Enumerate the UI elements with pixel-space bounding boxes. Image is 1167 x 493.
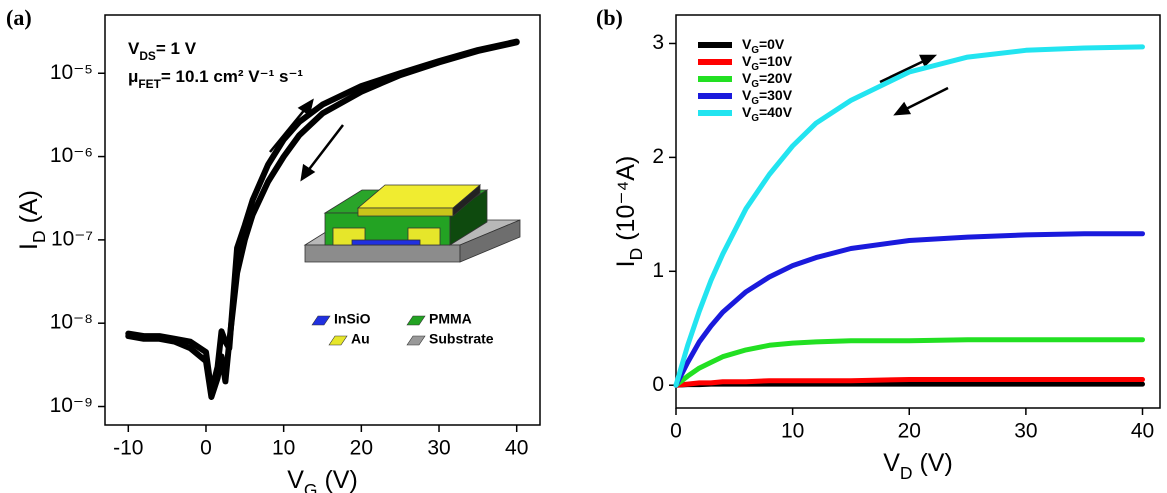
figure: (a) (b) VDS= 1 V μFET= 10.1 cm² V⁻¹ s⁻¹ …: [0, 0, 1167, 493]
y-tick-label: 2: [652, 145, 664, 168]
y-tick-label: 0: [652, 373, 664, 396]
device-inset: [305, 185, 520, 262]
y-tick-label: 10⁻⁵: [50, 61, 93, 84]
panel-label: (a): [6, 5, 32, 30]
x-tick-label: 10: [781, 420, 804, 443]
y-tick-label: 3: [652, 31, 664, 54]
x-tick-label: 30: [427, 437, 450, 460]
annotation: VDS= 1 V: [128, 39, 197, 63]
x-tick-label: 40: [1131, 420, 1154, 443]
x-tick-label: 20: [350, 437, 373, 460]
y-tick-label: 10⁻⁶: [50, 144, 93, 167]
y-tick-label: 10⁻⁹: [50, 394, 93, 417]
inset-legend-label: InSiO: [334, 311, 371, 327]
x-tick-label: -10: [113, 437, 143, 460]
y-tick-label: 10⁻⁸: [50, 311, 93, 334]
x-tick-label: 30: [1014, 420, 1037, 443]
sweep-arrows: [270, 56, 948, 179]
x-axis-label: VG (V): [287, 466, 358, 493]
x-tick-label: 40: [505, 437, 528, 460]
y-tick-label: 10⁻⁷: [51, 227, 93, 250]
inset-legend-label: Substrate: [429, 331, 494, 347]
y-axis-label: ID (A): [15, 190, 49, 250]
panel-label: (b): [596, 5, 623, 30]
x-tick-label: 0: [200, 437, 212, 460]
y-axis-label: ID (10⁻⁴A): [612, 156, 646, 268]
inset-legend-label: PMMA: [429, 311, 472, 327]
x-tick-label: 10: [272, 437, 295, 460]
annotation: μFET= 10.1 cm² V⁻¹ s⁻¹: [128, 67, 303, 91]
x-tick-label: 20: [898, 420, 921, 443]
legend-label: VG=40V: [742, 104, 793, 124]
inset-legend: InSiO PMMA Au Substrate: [312, 311, 494, 347]
x-axis-label: VD (V): [883, 449, 953, 483]
data-line: [676, 234, 1143, 386]
y-tick-label: 1: [652, 259, 664, 282]
x-tick-label: 0: [670, 420, 682, 443]
inset-legend-label: Au: [351, 331, 370, 347]
